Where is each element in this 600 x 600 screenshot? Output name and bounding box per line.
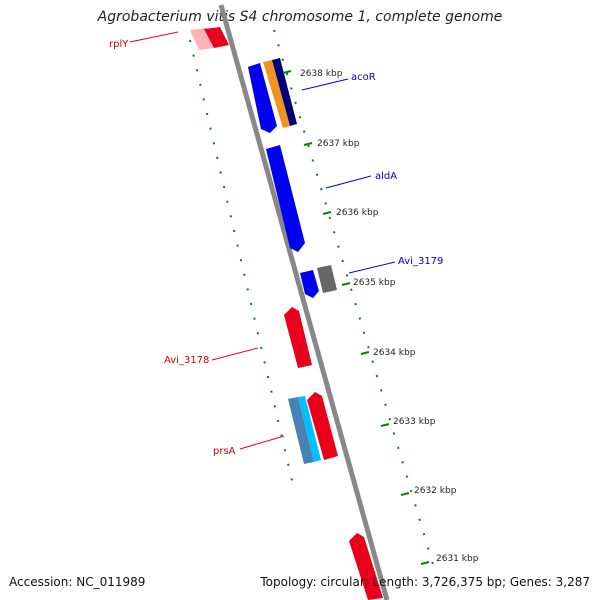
- gene-rplY[interactable]: [204, 27, 229, 48]
- kbp-tick-2631: 2631 kbp: [420, 554, 479, 565]
- genome-backbone: [218, 4, 390, 600]
- leader-Avi_3178: [211, 347, 259, 361]
- gene-label-prsA[interactable]: prsA: [213, 446, 236, 457]
- kbp-label: 2634 kbp: [373, 348, 416, 358]
- gene-Avi_3179[interactable]: [317, 265, 337, 293]
- leader-prsA: [239, 435, 285, 450]
- gene-label-rplY[interactable]: rplY: [109, 39, 129, 50]
- accession-text: Accession: NC_011989: [9, 575, 146, 589]
- gene-label-Avi_3178[interactable]: Avi_3178: [164, 355, 209, 366]
- kbp-label: 2635 kbp: [353, 278, 396, 288]
- kbp-tick-2638: 2638 kbp: [282, 69, 343, 79]
- gc-track-inner: [189, 39, 294, 486]
- leader-Avi_3179: [348, 261, 396, 274]
- kbp-label: 2631 kbp: [436, 554, 479, 564]
- gene-bottom[interactable]: [349, 533, 383, 600]
- leader-rplY: [129, 31, 179, 43]
- kbp-label: 2633 kbp: [393, 417, 436, 427]
- kbp-label: 2638 kbp: [300, 69, 343, 79]
- map-title: Agrobacterium vitis S4 chromosome 1, com…: [97, 9, 503, 25]
- kbp-tick-2636: 2636 kbp: [322, 208, 379, 218]
- kbp-tick-2632: 2632 kbp: [400, 486, 457, 496]
- gene-aldA[interactable]: [266, 145, 305, 252]
- gene-Avi_3179-blue[interactable]: [300, 270, 319, 298]
- kbp-tick-2634: 2634 kbp: [360, 348, 416, 358]
- kbp-label: 2632 kbp: [414, 486, 457, 496]
- gene-label-Avi_3179[interactable]: Avi_3179: [398, 256, 443, 267]
- kbp-label: 2637 kbp: [317, 139, 360, 149]
- gene-Avi_3178[interactable]: [284, 307, 312, 368]
- kbp-tick-2635: 2635 kbp: [341, 278, 396, 288]
- leader-aldA: [325, 175, 372, 189]
- gene-label-acoR[interactable]: acoR: [351, 72, 376, 83]
- gc-track-outer: [273, 29, 438, 579]
- leader-acoR: [301, 78, 349, 91]
- gene-prsA-steel[interactable]: [288, 397, 314, 464]
- gene-prsA-cyan[interactable]: [298, 396, 321, 462]
- kbp-tick-2633: 2633 kbp: [380, 417, 436, 427]
- genome-summary: Topology: circular; Length: 3,726,375 bp…: [260, 575, 590, 589]
- gene-acoR-blue[interactable]: [248, 63, 277, 133]
- gene-acoR-orange[interactable]: [263, 60, 290, 128]
- gene-prsA[interactable]: [307, 392, 338, 460]
- gene-label-aldA[interactable]: aldA: [375, 171, 397, 182]
- kbp-label: 2636 kbp: [336, 208, 379, 218]
- kbp-tick-2637: 2637 kbp: [303, 139, 360, 149]
- gene-acoR[interactable]: [272, 58, 297, 126]
